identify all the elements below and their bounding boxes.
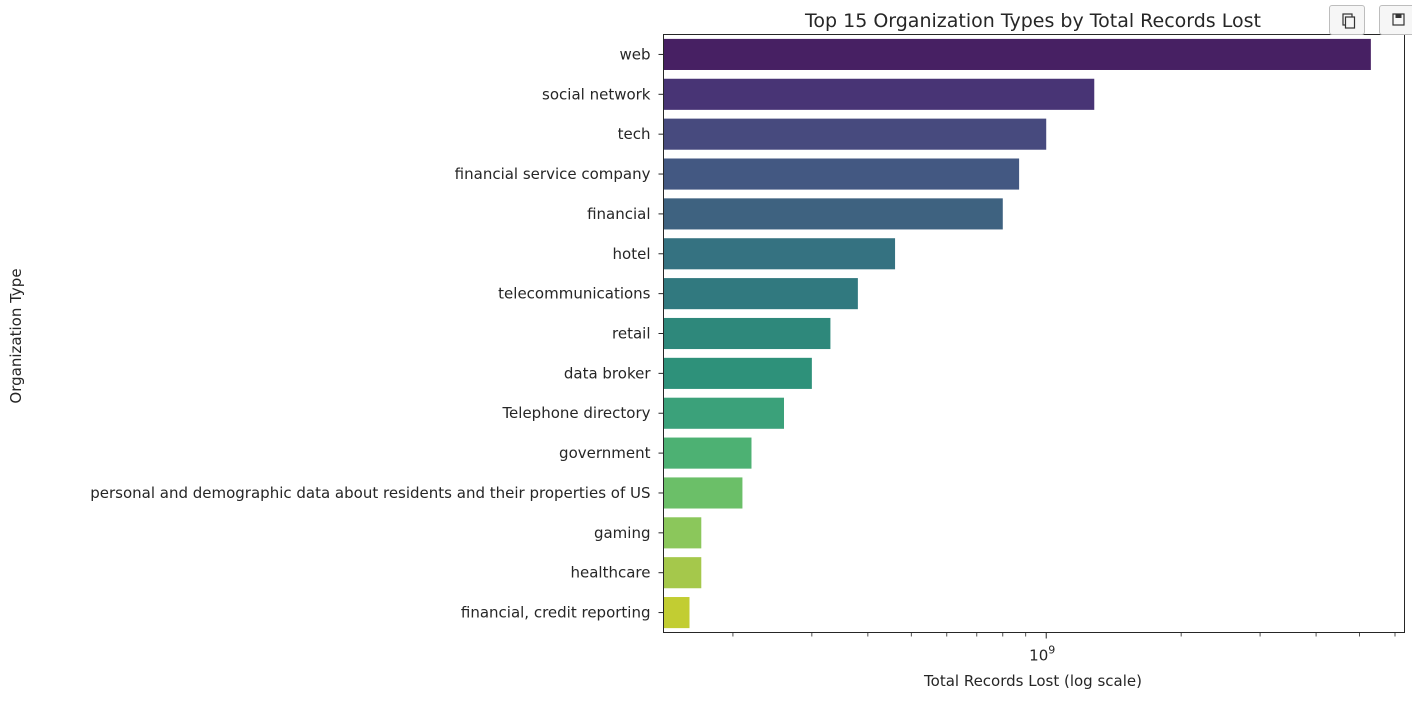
bar-6 — [663, 278, 858, 310]
bar-4 — [663, 198, 1003, 230]
bar-9 — [663, 397, 784, 429]
bar-12 — [663, 517, 702, 549]
y-tick-labels: web social network tech financial service c… — [90, 45, 664, 622]
y-tick-label-11: personal and demographic data about resi… — [90, 484, 650, 502]
x-axis-title: Total Records Lost (log scale) — [923, 672, 1142, 690]
bar-7 — [663, 317, 831, 350]
plot-frame — [663, 34, 1405, 633]
y-tick-label-8: data broker — [564, 364, 651, 382]
y-tick-label-4: financial — [587, 205, 650, 223]
bar-14 — [663, 597, 690, 629]
bar-8 — [663, 357, 812, 389]
y-tick-label-7: retail — [612, 325, 650, 343]
y-tick-label-9: Telephone directory — [501, 404, 650, 422]
bar-10 — [663, 437, 752, 469]
chart-title: Top 15 Organization Types by Total Recor… — [804, 10, 1261, 32]
bar-5 — [663, 238, 896, 270]
save-button[interactable] — [1379, 5, 1412, 35]
x-ticks: 109 — [732, 632, 1396, 665]
y-axis-title: Organization Type — [7, 268, 25, 403]
y-tick-label-14: financial, credit reporting — [461, 604, 651, 622]
y-tick-label-1: social network — [542, 85, 651, 103]
y-tick-label-13: healthcare — [571, 564, 651, 582]
y-tick-label-6: telecommunications — [498, 285, 651, 303]
bar-13 — [663, 557, 702, 589]
y-tick-label-12: gaming — [594, 524, 651, 542]
y-tick-label-5: hotel — [613, 245, 651, 263]
y-tick-label-3: financial service company — [455, 165, 651, 183]
bar-0 — [663, 38, 1371, 70]
copy-icon — [1342, 13, 1356, 29]
y-tick-label-10: government — [559, 444, 651, 462]
copy-button[interactable] — [1329, 5, 1365, 35]
bar-group — [663, 38, 1371, 629]
save-icon — [1392, 13, 1405, 26]
y-tick-label-2: tech — [618, 125, 651, 143]
bar-3 — [663, 158, 1020, 190]
bar-11 — [663, 477, 743, 509]
y-tick-label-0: web — [619, 45, 650, 63]
bar-2 — [663, 118, 1047, 150]
bar-1 — [663, 78, 1095, 110]
x-tick-label-0: 109 — [1029, 644, 1055, 665]
